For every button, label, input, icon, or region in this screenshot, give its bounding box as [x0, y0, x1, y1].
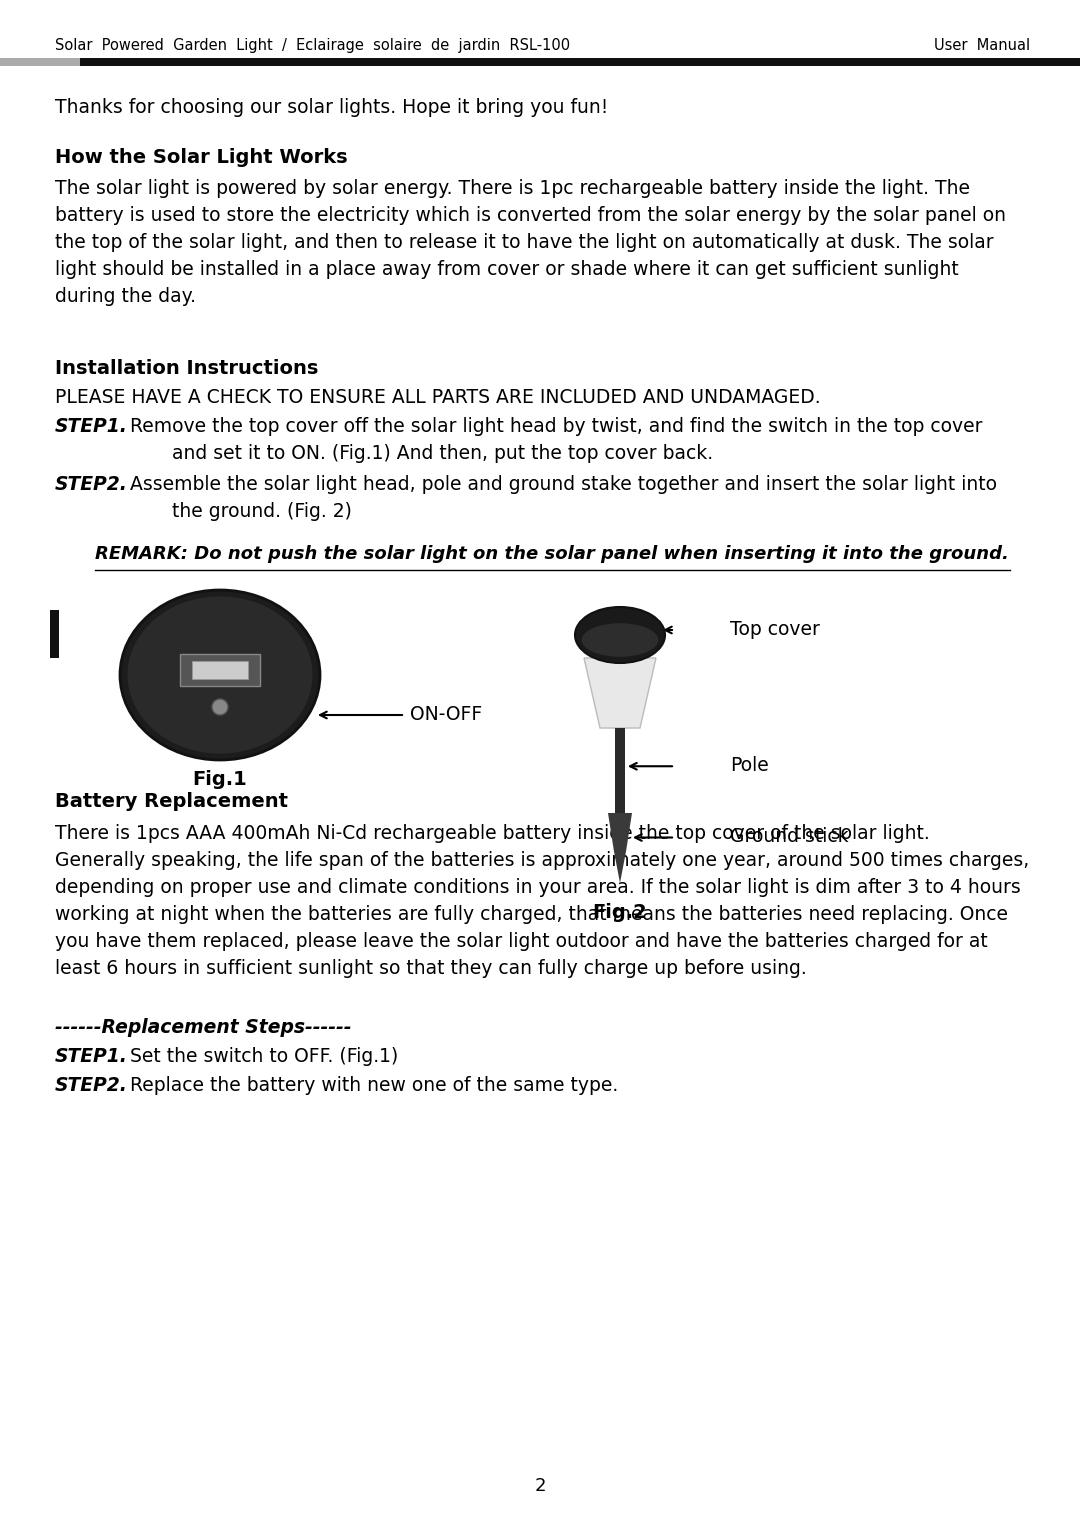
- Text: Fig.2: Fig.2: [593, 902, 647, 922]
- Text: STEP1.: STEP1.: [55, 417, 127, 437]
- Text: 2: 2: [535, 1477, 545, 1495]
- Text: REMARK: Do not push the solar light on the solar panel when inserting it into th: REMARK: Do not push the solar light on t…: [95, 545, 1009, 563]
- Text: Top cover: Top cover: [730, 620, 820, 638]
- Text: depending on proper use and climate conditions in your area. If the solar light : depending on proper use and climate cond…: [55, 878, 1021, 896]
- Text: least 6 hours in sufficient sunlight so that they can fully charge up before usi: least 6 hours in sufficient sunlight so …: [55, 959, 807, 977]
- Text: light should be installed in a place away from cover or shade where it can get s: light should be installed in a place awa…: [55, 260, 959, 279]
- Bar: [615, 728, 625, 812]
- Bar: [50, 609, 59, 658]
- Text: ------Replacement Steps------: ------Replacement Steps------: [55, 1019, 351, 1037]
- Text: User  Manual: User Manual: [934, 38, 1030, 53]
- Ellipse shape: [127, 597, 312, 754]
- Text: Solar  Powered  Garden  Light  /  Eclairage  solaire  de  jardin  RSL-100: Solar Powered Garden Light / Eclairage s…: [55, 38, 570, 53]
- Text: Thanks for choosing our solar lights. Hope it bring you fun!: Thanks for choosing our solar lights. Ho…: [55, 98, 608, 118]
- Bar: [80, 58, 1080, 66]
- Text: There is 1pcs AAA 400mAh Ni-Cd rechargeable battery inside the top cover of the : There is 1pcs AAA 400mAh Ni-Cd rechargea…: [55, 825, 930, 843]
- Text: How the Solar Light Works: How the Solar Light Works: [55, 148, 348, 166]
- FancyBboxPatch shape: [180, 654, 260, 686]
- Text: the top of the solar light, and then to release it to have the light on automati: the top of the solar light, and then to …: [55, 234, 994, 252]
- Text: ON-OFF: ON-OFF: [410, 705, 483, 724]
- Text: STEP2.: STEP2.: [55, 1077, 127, 1095]
- Text: Installation Instructions: Installation Instructions: [55, 359, 319, 379]
- Ellipse shape: [582, 623, 658, 657]
- Text: Fig.1: Fig.1: [192, 770, 247, 789]
- Text: STEP1.: STEP1.: [55, 1048, 127, 1066]
- Text: Assemble the solar light head, pole and ground stake together and insert the sol: Assemble the solar light head, pole and …: [130, 475, 997, 495]
- Text: Pole: Pole: [730, 756, 769, 776]
- Ellipse shape: [575, 608, 665, 663]
- Text: Set the switch to OFF. (Fig.1): Set the switch to OFF. (Fig.1): [130, 1048, 399, 1066]
- Ellipse shape: [120, 589, 320, 760]
- Text: battery is used to store the electricity which is converted from the solar energ: battery is used to store the electricity…: [55, 206, 1005, 224]
- Text: The solar light is powered by solar energy. There is 1pc rechargeable battery in: The solar light is powered by solar ener…: [55, 179, 970, 199]
- Text: Generally speaking, the life span of the batteries is approximately one year, ar: Generally speaking, the life span of the…: [55, 851, 1029, 870]
- Text: Ground stick: Ground stick: [730, 828, 849, 846]
- Bar: [0, 58, 80, 66]
- Text: and set it to ON. (Fig.1) And then, put the top cover back.: and set it to ON. (Fig.1) And then, put …: [172, 444, 713, 463]
- Text: working at night when the batteries are fully charged, that means the batteries : working at night when the batteries are …: [55, 906, 1008, 924]
- Text: PLEASE HAVE A CHECK TO ENSURE ALL PARTS ARE INCLUDED AND UNDAMAGED.: PLEASE HAVE A CHECK TO ENSURE ALL PARTS …: [55, 388, 821, 408]
- FancyBboxPatch shape: [192, 661, 248, 680]
- Text: you have them replaced, please leave the solar light outdoor and have the batter: you have them replaced, please leave the…: [55, 931, 988, 951]
- Text: the ground. (Fig. 2): the ground. (Fig. 2): [172, 502, 352, 521]
- Polygon shape: [584, 658, 656, 728]
- Text: Remove the top cover off the solar light head by twist, and find the switch in t: Remove the top cover off the solar light…: [130, 417, 983, 437]
- Text: Replace the battery with new one of the same type.: Replace the battery with new one of the …: [130, 1077, 618, 1095]
- Text: during the day.: during the day.: [55, 287, 195, 305]
- Text: Battery Replacement: Battery Replacement: [55, 793, 288, 811]
- Ellipse shape: [212, 699, 228, 715]
- Polygon shape: [608, 812, 632, 883]
- Text: STEP2.: STEP2.: [55, 475, 127, 495]
